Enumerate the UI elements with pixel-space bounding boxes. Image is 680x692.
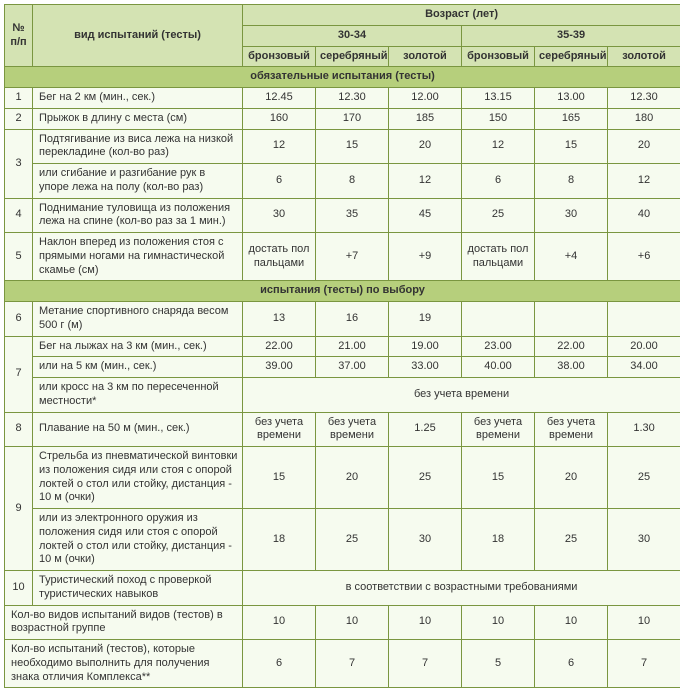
test-name: Прыжок в длину с места (см) bbox=[33, 108, 243, 129]
table-row: 1 Бег на 2 км (мин., сек.) 12.4512.3012.… bbox=[5, 88, 680, 109]
table-row: Кол-во испытаний (тестов), которые необх… bbox=[5, 640, 680, 688]
section-optional: испытания (тесты) по выбору bbox=[5, 281, 680, 302]
col-gold-1: золотой bbox=[389, 46, 462, 67]
test-name: Наклон вперед из положения стоя с прямым… bbox=[33, 233, 243, 281]
table-row: или из электронного оружия из положения … bbox=[5, 509, 680, 571]
test-name: Туристический поход с проверкой туристич… bbox=[33, 571, 243, 606]
summary-label: Кол-во видов испытаний видов (тестов) в … bbox=[5, 605, 243, 640]
test-name: или кросс на 3 км по пересеченной местно… bbox=[33, 378, 243, 413]
test-name: или на 5 км (мин., сек.) bbox=[33, 357, 243, 378]
test-name: Метание спортивного снаряда весом 500 г … bbox=[33, 302, 243, 337]
table-row: 7 Бег на лыжах на 3 км (мин., сек.) 22.0… bbox=[5, 336, 680, 357]
test-name: или сгибание и разгибание рук в упоре ле… bbox=[33, 164, 243, 199]
fitness-standards-table: № п/п вид испытаний (тесты) Возраст (лет… bbox=[4, 4, 680, 688]
table-row: или кросс на 3 км по пересеченной местно… bbox=[5, 378, 680, 413]
table-row: 8 Плавание на 50 м (мин., сек.) без учет… bbox=[5, 412, 680, 447]
col-bronze-1: бронзовый bbox=[243, 46, 316, 67]
col-gold-2: золотой bbox=[608, 46, 680, 67]
table-row: Кол-во видов испытаний видов (тестов) в … bbox=[5, 605, 680, 640]
col-age-30-34: 30-34 bbox=[243, 25, 462, 46]
merged-cell: без учета времени bbox=[243, 378, 680, 413]
test-name: Стрельба из пневматической винтовки из п… bbox=[33, 447, 243, 509]
table-row: 4 Поднимание туловища из положения лежа … bbox=[5, 198, 680, 233]
test-name: Бег на лыжах на 3 км (мин., сек.) bbox=[33, 336, 243, 357]
table-row: или сгибание и разгибание рук в упоре ле… bbox=[5, 164, 680, 199]
table-row: 3 Подтягивание из виса лежа на низкой пе… bbox=[5, 129, 680, 164]
col-number: № п/п bbox=[5, 5, 33, 67]
test-name: Подтягивание из виса лежа на низкой пере… bbox=[33, 129, 243, 164]
col-test-type: вид испытаний (тесты) bbox=[33, 5, 243, 67]
table-row: 5 Наклон вперед из положения стоя с прям… bbox=[5, 233, 680, 281]
table-row: 10 Туристический поход с проверкой турис… bbox=[5, 571, 680, 606]
col-bronze-2: бронзовый bbox=[462, 46, 535, 67]
table-row: или на 5 км (мин., сек.) 39.0037.0033.00… bbox=[5, 357, 680, 378]
test-name: Поднимание туловища из положения лежа на… bbox=[33, 198, 243, 233]
table-row: 9 Стрельба из пневматической винтовки из… bbox=[5, 447, 680, 509]
test-name: или из электронного оружия из положения … bbox=[33, 509, 243, 571]
col-silver-1: серебряный bbox=[316, 46, 389, 67]
test-name: Плавание на 50 м (мин., сек.) bbox=[33, 412, 243, 447]
table-row: 6 Метание спортивного снаряда весом 500 … bbox=[5, 302, 680, 337]
section-mandatory: обязательные испытания (тесты) bbox=[5, 67, 680, 88]
summary-label: Кол-во испытаний (тестов), которые необх… bbox=[5, 640, 243, 688]
col-age: Возраст (лет) bbox=[243, 5, 680, 26]
merged-cell: в соответствии с возрастными требованиям… bbox=[243, 571, 680, 606]
table-row: 2 Прыжок в длину с места (см) 160170185 … bbox=[5, 108, 680, 129]
test-name: Бег на 2 км (мин., сек.) bbox=[33, 88, 243, 109]
col-silver-2: серебряный bbox=[535, 46, 608, 67]
col-age-35-39: 35-39 bbox=[462, 25, 680, 46]
